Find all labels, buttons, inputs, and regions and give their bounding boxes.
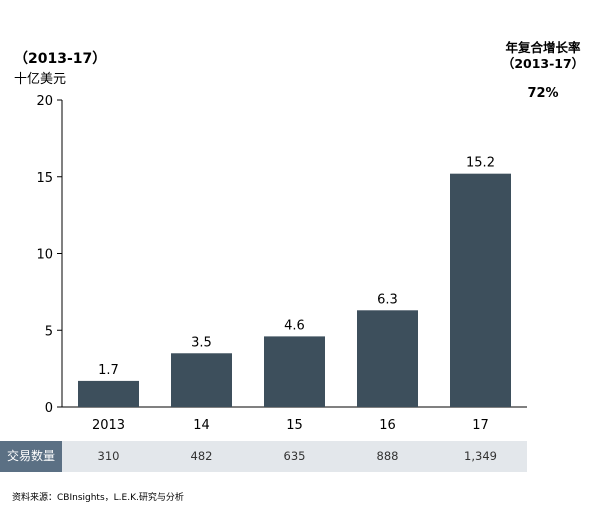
data-label-2013: 1.7 [98,363,119,378]
deal-count-16: 888 [376,449,399,463]
period-label: （2013-17） [14,51,107,67]
x-tick-label-15: 15 [286,418,303,433]
y-axis: 0 5 10 15 20 [36,94,63,416]
y-tick-label: 20 [36,94,53,109]
source-note: 资料来源：CBInsights，L.E.K.研究与分析 [12,493,184,503]
deal-count-17: 1,349 [464,449,497,463]
y-tick-label: 10 [36,248,53,263]
data-labels: 1.7 3.5 4.6 6.3 15.2 [98,156,495,378]
x-tick-label-17: 17 [472,418,489,433]
deals-row [0,441,527,472]
bar-15 [264,336,325,407]
data-label-14: 3.5 [191,335,212,350]
deal-count-2013: 310 [97,449,120,463]
x-tick-label-16: 16 [379,418,396,433]
y-axis-unit: 十亿美元 [14,72,67,87]
bar-chart: 0 5 10 15 20 2013 14 15 16 17 1.7 3.5 4.6 6.3 15.2 [36,94,527,433]
deal-count-15: 635 [283,449,306,463]
bars [78,173,511,407]
cagr-label-line1: 年复合增长率 [505,40,581,55]
deal-count-14: 482 [190,449,213,463]
bar-16 [357,310,418,407]
y-tick-label: 0 [45,401,53,416]
deals-row-label: 交易数量 [0,441,62,472]
y-tick-label: 5 [45,324,53,339]
cagr-label: 年复合增长率 （2013-17） [488,40,598,72]
x-tick-label-14: 14 [193,418,210,433]
y-tick-label: 15 [36,171,53,186]
x-tick-label-2013: 2013 [92,418,125,433]
bar-2013 [78,380,139,407]
cagr-label-line2: （2013-17） [501,56,585,71]
x-axis: 2013 14 15 16 17 [62,406,527,433]
cagr-value: 72% [527,86,559,101]
bar-17 [450,173,511,407]
data-label-16: 6.3 [377,292,398,307]
data-label-17: 15.2 [466,156,495,171]
data-label-15: 4.6 [284,318,305,333]
bar-14 [171,353,232,407]
